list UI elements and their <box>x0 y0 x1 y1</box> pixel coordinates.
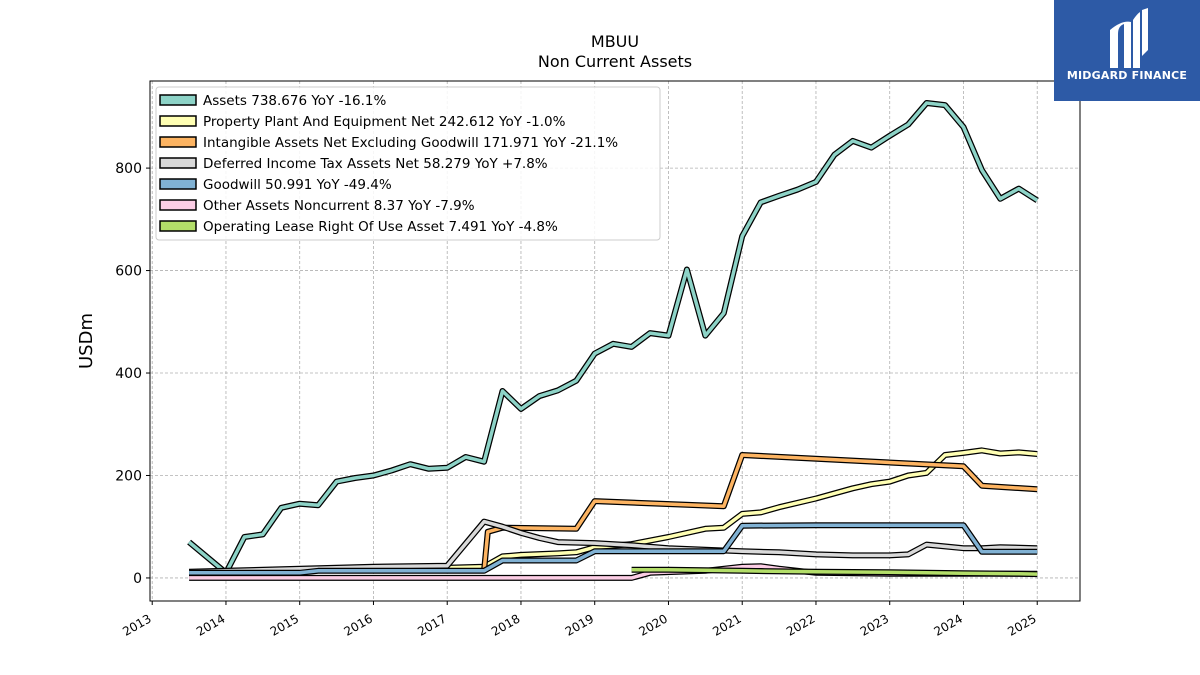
series-line-stroke <box>187 101 1039 575</box>
x-tick-label: 2015 <box>268 611 301 638</box>
series-lines <box>187 100 1039 581</box>
series-line <box>481 452 1038 571</box>
legend-entry: Assets 738.676 YoY -16.1% <box>159 93 387 109</box>
legend-label: Assets 738.676 YoY -16.1% <box>203 93 387 109</box>
legend-label: Other Assets Noncurrent 8.37 YoY -7.9% <box>203 198 475 214</box>
legend-swatch <box>159 178 197 190</box>
legend-swatch <box>159 115 197 127</box>
legend-label: Deferred Income Tax Assets Net 58.279 Yo… <box>203 156 548 172</box>
legend-entry: Deferred Income Tax Assets Net 58.279 Yo… <box>159 156 548 172</box>
chart-title: MBUU <box>590 32 640 51</box>
legend-label: Property Plant And Equipment Net 242.612… <box>203 114 566 130</box>
y-axis-label: USDm <box>76 313 97 369</box>
series-line <box>189 522 1038 576</box>
x-tick-label: 2013 <box>120 611 153 638</box>
y-tick-label: 600 <box>115 264 142 280</box>
midgard-finance-logo: MIDGARD FINANCE <box>1054 0 1200 101</box>
logo-text: MIDGARD FINANCE <box>1066 69 1188 82</box>
legend-label: Intangible Assets Net Excluding Goodwill… <box>203 135 618 151</box>
series-line-outline <box>189 518 1038 575</box>
legend: Assets 738.676 YoY -16.1% Property Plant … <box>155 86 661 241</box>
x-tick-label: 2016 <box>342 611 375 638</box>
legend-swatch <box>159 94 197 106</box>
plot-frame <box>149 80 1081 602</box>
x-tick-label: 2025 <box>1005 611 1038 638</box>
x-tick-label: 2024 <box>932 611 965 638</box>
legend-label: Goodwill 50.991 YoY -49.4% <box>203 177 392 193</box>
x-tick-label: 2019 <box>563 611 596 638</box>
x-tick-label: 2020 <box>637 611 670 638</box>
legend-swatch <box>159 157 197 169</box>
legend-entry: Operating Lease Right Of Use Asset 7.491… <box>159 219 558 235</box>
legend-label: Operating Lease Right Of Use Asset 7.491… <box>203 219 558 235</box>
legend-entry: Intangible Assets Net Excluding Goodwill… <box>159 135 618 151</box>
x-tick-label: 2022 <box>784 611 817 638</box>
x-tick-label: 2023 <box>858 611 891 638</box>
series-line-stroke <box>482 453 1038 571</box>
legend-entry: Property Plant And Equipment Net 242.612… <box>159 114 566 130</box>
legend-swatch <box>159 220 197 232</box>
legend-box <box>155 86 661 241</box>
series-line-stroke <box>631 567 1038 576</box>
y-tick-label: 0 <box>133 571 142 587</box>
y-tick-label: 800 <box>115 161 142 177</box>
legend-entry: Goodwill 50.991 YoY -49.4% <box>159 177 392 193</box>
y-tick-label: 400 <box>115 366 142 382</box>
x-tick-label: 2018 <box>489 611 522 638</box>
series-line-stroke <box>189 523 1038 575</box>
legend-swatch <box>159 136 197 148</box>
legend-entry: Other Assets Noncurrent 8.37 YoY -7.9% <box>159 198 475 214</box>
midgard-logo-mark-icon <box>1110 8 1148 68</box>
series-line <box>631 566 1038 578</box>
series-line-stroke <box>189 519 1038 574</box>
x-tick-label: 2017 <box>415 611 448 638</box>
legend-swatch <box>159 199 197 211</box>
x-tick-label: 2021 <box>710 611 743 638</box>
y-tick-label: 200 <box>115 468 142 484</box>
series-line <box>187 100 1039 576</box>
x-tick-label: 2014 <box>194 611 227 638</box>
series-line <box>189 518 1038 575</box>
chart-subtitle: Non Current Assets <box>537 52 693 71</box>
